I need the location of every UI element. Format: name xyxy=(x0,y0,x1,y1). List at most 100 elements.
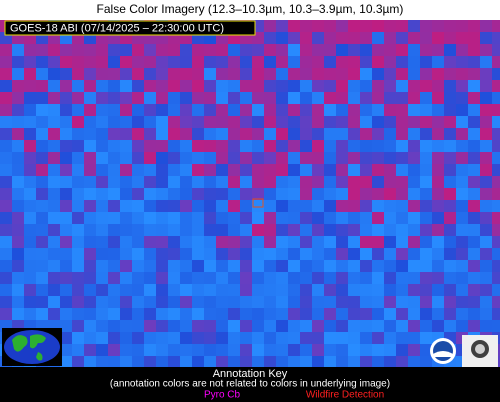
pixel-block xyxy=(72,296,84,308)
pixel-block xyxy=(252,152,264,164)
pixel-block xyxy=(252,284,264,296)
pixel-block xyxy=(480,260,492,272)
pixel-block xyxy=(72,284,84,296)
pixel-block xyxy=(24,212,36,224)
pixel-block xyxy=(384,320,396,332)
pixel-block xyxy=(432,152,444,164)
pixel-block xyxy=(432,260,444,272)
pixel-block xyxy=(264,92,276,104)
pixel-block xyxy=(24,56,36,68)
pixel-block xyxy=(312,44,324,56)
pixel-block xyxy=(132,296,144,308)
pixel-block xyxy=(228,224,240,236)
pixel-block xyxy=(204,332,216,344)
pixel-block xyxy=(456,236,468,248)
pixel-block xyxy=(408,44,420,56)
pixel-block xyxy=(456,152,468,164)
pixel-block xyxy=(84,332,96,344)
pixel-block xyxy=(108,248,120,260)
pixel-block xyxy=(360,356,372,367)
pixel-block xyxy=(300,128,312,140)
pixel-block xyxy=(276,188,288,200)
pixel-block xyxy=(0,248,12,260)
pixel-block xyxy=(156,224,168,236)
pixel-block xyxy=(240,92,252,104)
pixel-block xyxy=(252,356,264,367)
pixel-block xyxy=(384,80,396,92)
pixel-block xyxy=(216,284,228,296)
pixel-block xyxy=(96,44,108,56)
pixel-block xyxy=(60,200,72,212)
pixel-block xyxy=(252,104,264,116)
pixel-block xyxy=(12,44,24,56)
pixel-block xyxy=(396,200,408,212)
pixel-block xyxy=(360,272,372,284)
pixel-block xyxy=(396,68,408,80)
pixel-block xyxy=(396,20,408,32)
pixel-block xyxy=(36,68,48,80)
pixel-block xyxy=(252,224,264,236)
pixel-block xyxy=(180,272,192,284)
pixel-block xyxy=(336,176,348,188)
pixel-block xyxy=(36,308,48,320)
pixel-block xyxy=(108,164,120,176)
pixel-block xyxy=(96,356,108,367)
pixel-block xyxy=(0,80,12,92)
pixel-block xyxy=(228,116,240,128)
pixel-block xyxy=(492,152,500,164)
pixel-block xyxy=(456,308,468,320)
pixel-block xyxy=(168,116,180,128)
pixel-block xyxy=(276,80,288,92)
pixel-block xyxy=(24,152,36,164)
pixel-block xyxy=(360,80,372,92)
pixel-block xyxy=(372,128,384,140)
pixel-block xyxy=(252,296,264,308)
pixel-block xyxy=(192,272,204,284)
pixel-block xyxy=(360,200,372,212)
pixel-block xyxy=(444,236,456,248)
pixel-block xyxy=(144,176,156,188)
pixel-block xyxy=(324,320,336,332)
pixel-block xyxy=(192,80,204,92)
pixel-block xyxy=(324,164,336,176)
pixel-block xyxy=(276,104,288,116)
pixel-block xyxy=(252,176,264,188)
pixel-block xyxy=(300,188,312,200)
pixel-block xyxy=(168,164,180,176)
pixel-block xyxy=(72,308,84,320)
pixel-block xyxy=(264,296,276,308)
pixel-block xyxy=(240,212,252,224)
pixel-block xyxy=(84,44,96,56)
pixel-block xyxy=(132,140,144,152)
pixel-block xyxy=(0,128,12,140)
pixel-block xyxy=(12,140,24,152)
pixel-block xyxy=(456,200,468,212)
pixel-block xyxy=(300,56,312,68)
pixel-block xyxy=(0,92,12,104)
pixel-block xyxy=(264,152,276,164)
pixel-block xyxy=(444,128,456,140)
pixel-block xyxy=(168,296,180,308)
pixel-block xyxy=(144,224,156,236)
pixel-block xyxy=(96,308,108,320)
pixel-block xyxy=(84,104,96,116)
pixel-block xyxy=(96,104,108,116)
pixel-block xyxy=(384,56,396,68)
pixel-block xyxy=(216,188,228,200)
pixel-block xyxy=(156,80,168,92)
pixel-block xyxy=(372,116,384,128)
pixel-block xyxy=(324,308,336,320)
pixel-block xyxy=(24,224,36,236)
key-subtitle: (annotation colors are not related to co… xyxy=(110,379,390,390)
pixel-block xyxy=(288,32,300,44)
pixel-block xyxy=(108,212,120,224)
pixel-block xyxy=(24,104,36,116)
pixel-block xyxy=(468,272,480,284)
pixel-block xyxy=(24,200,36,212)
pixel-block xyxy=(360,164,372,176)
pixel-block xyxy=(132,104,144,116)
pixel-block xyxy=(288,44,300,56)
pixel-block xyxy=(264,224,276,236)
pixel-block xyxy=(396,320,408,332)
pixel-block xyxy=(324,80,336,92)
